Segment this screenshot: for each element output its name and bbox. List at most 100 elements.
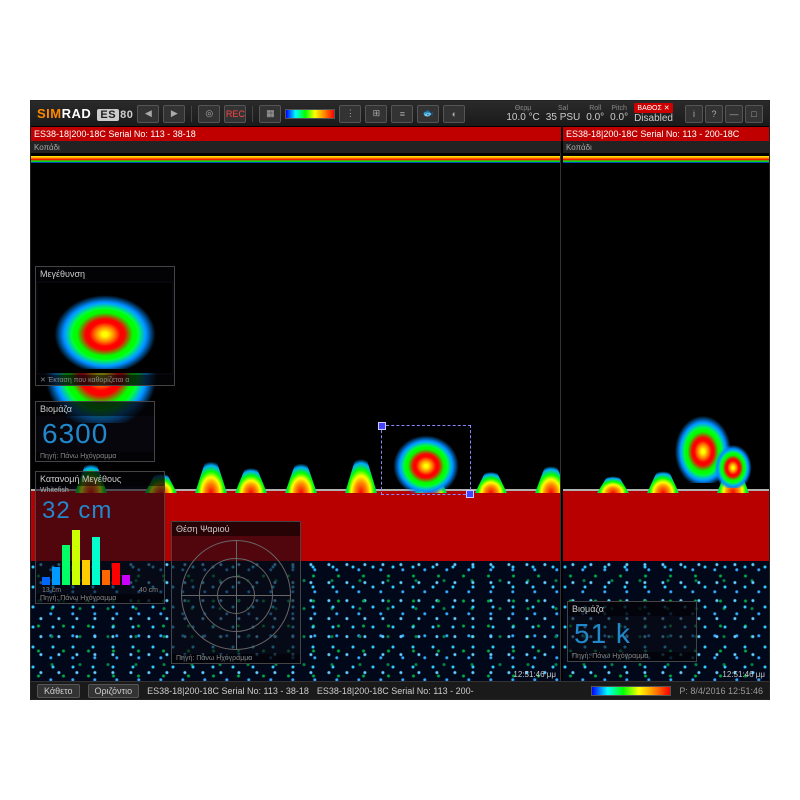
status-channel-2: ES38-18|200-18C Serial No: 113 - 200- (317, 686, 474, 696)
sizedist-axis-min: 13 cm (42, 587, 61, 594)
roll-readout: Roll 0.0° (586, 105, 604, 123)
biomass-right-value: 51 k (568, 616, 696, 652)
roll-value: 0.0° (586, 112, 604, 123)
bottom-peak (593, 467, 633, 493)
depth-value: Disabled (634, 113, 673, 124)
biomass-left-foot: Πηγή: Πάνω Ηχόγραμμα (36, 452, 154, 461)
sizedist-title: Κατανομή Μεγέθους (36, 472, 164, 486)
info-button[interactable]: i (685, 105, 703, 123)
biomass-right-foot: Πηγή: Πάνω Ηχόγραμμα (568, 652, 696, 661)
panel-left-header: ES38-18|200-18C Serial No: 113 - 38-18 (31, 127, 561, 141)
tool-button-3[interactable]: ≡ (391, 105, 413, 123)
hist-bar (52, 567, 60, 585)
target-button[interactable]: ◎ (198, 105, 220, 123)
bottom-peak (281, 447, 321, 493)
bottom-peak (471, 460, 511, 493)
pitch-readout: Pitch 0.0° (610, 105, 628, 123)
panel-right-subhead: Κοπάδι (563, 141, 770, 153)
sizedist-axis-max: 40 cm (139, 587, 158, 594)
temp-unit: °C (529, 112, 540, 123)
sizedist-axis: 13 cm 40 cm (36, 587, 164, 594)
timestamp-right: 12:51:46 μμ (722, 670, 765, 679)
readouts: Θερμ 10.0 °C Sal 35 PSU Roll 0.0° Pitch … (506, 103, 763, 124)
biomass-left-value: 6300 (36, 416, 154, 452)
fish-school (713, 443, 753, 488)
panel-left-subhead: Κοπάδι (31, 141, 561, 153)
selection-box[interactable] (381, 425, 471, 495)
sal-readout: Sal 35 PSU (546, 105, 580, 123)
sizedist-value: 32 cm (36, 495, 164, 527)
panel-right-header: ES38-18|200-18C Serial No: 113 - 200-18C (563, 127, 770, 141)
hist-bar (72, 530, 80, 585)
surface-line (563, 156, 769, 163)
surface-line (31, 156, 560, 163)
status-bar: Κάθετο Οριζόντιο ES38-18|200-18C Serial … (31, 681, 769, 699)
minimize-button[interactable]: — (725, 105, 743, 123)
separator (252, 106, 253, 122)
biomass-right-title: Βιομάζα (568, 602, 696, 616)
brand-num: 80 (120, 109, 133, 121)
sizedist-widget[interactable]: Κατανομή Μεγέθους Whitefish 32 cm 13 cm … (35, 471, 165, 604)
zoom-foot: ✕ Έκταση που καθορίζεται α (36, 375, 174, 385)
tool-button-2[interactable]: ⊞ (365, 105, 387, 123)
pitch-label: Pitch (610, 105, 628, 112)
brand-sim: SIM (37, 106, 62, 121)
window-controls: i ? — □ (685, 105, 763, 123)
nav-right-button[interactable]: ▶ (163, 105, 185, 123)
record-button[interactable]: REC (224, 105, 246, 123)
tab-vertical[interactable]: Κάθετο (37, 684, 80, 698)
nav-left-button[interactable]: ◀ (137, 105, 159, 123)
status-channel-1: ES38-18|200-18C Serial No: 113 - 38-18 (147, 686, 309, 696)
tool-button-4[interactable]: ◐ (443, 105, 465, 123)
maximize-button[interactable]: □ (745, 105, 763, 123)
hist-bar (112, 563, 120, 585)
bottom-peak (341, 440, 381, 493)
bottom-red-band (563, 491, 769, 561)
hist-bar (82, 560, 90, 585)
help-button[interactable]: ? (705, 105, 723, 123)
tab-horizontal[interactable]: Οριζόντιο (88, 684, 140, 698)
bottom-layer (563, 491, 769, 561)
grid-button[interactable]: ▦ (259, 105, 281, 123)
fish-icon[interactable]: 🐟 (417, 105, 439, 123)
sal-label: Sal (546, 105, 580, 112)
hist-bar (92, 537, 100, 585)
brand-logo: SIMRAD ES80 (37, 106, 133, 121)
biomass-left-widget[interactable]: Βιομάζα 6300 Πηγή: Πάνω Ηχόγραμμα (35, 401, 155, 462)
sal-unit: PSU (560, 112, 581, 123)
fishpos-title: Θέση Ψαριού (172, 522, 300, 536)
sizedist-species: Whitefish (36, 486, 164, 495)
toolbar: SIMRAD ES80 ◀ ▶ ◎ REC ▦ ⋮ ⊞ ≡ 🐟 ◐ Θερμ 1… (31, 101, 769, 127)
brand-es: ES (97, 109, 119, 121)
temp-value: 10.0 (506, 112, 525, 123)
fishpos-foot: Πηγή: Πάνω Ηχόγραμμα (172, 654, 300, 663)
hist-bar (62, 545, 70, 585)
depth-label: ΒΑΘΟΣ ✕ (634, 103, 673, 113)
sizedist-foot: Πηγή: Πάνω Ηχόγραμμα (36, 594, 164, 603)
separator (191, 106, 192, 122)
biomass-left-title: Βιομάζα (36, 402, 154, 416)
depth-readout: ΒΑΘΟΣ ✕ Disabled (634, 103, 673, 124)
temp-label: Θερμ (506, 105, 539, 112)
bottom-peak (531, 451, 561, 493)
sizedist-histogram (36, 527, 164, 587)
color-scale-chip[interactable] (285, 109, 335, 119)
hist-bar (42, 577, 50, 585)
status-color-scale[interactable] (591, 686, 671, 696)
roll-label: Roll (586, 105, 604, 112)
pitch-value: 0.0° (610, 112, 628, 123)
app-window: SIMRAD ES80 ◀ ▶ ◎ REC ▦ ⋮ ⊞ ≡ 🐟 ◐ Θερμ 1… (30, 100, 770, 700)
status-datetime: P: 8/4/2016 12:51:46 (679, 686, 763, 696)
zoom-image (38, 283, 172, 373)
zoom-title: Μεγέθυνση (36, 267, 174, 281)
polar-plot (181, 540, 291, 650)
temp-readout: Θερμ 10.0 °C (506, 105, 539, 123)
hist-bar (122, 575, 130, 585)
fishpos-widget[interactable]: Θέση Ψαριού Πηγή: Πάνω Ηχόγραμμα (171, 521, 301, 664)
tool-button-1[interactable]: ⋮ (339, 105, 361, 123)
bottom-peak (191, 444, 231, 493)
zoom-widget[interactable]: Μεγέθυνση ✕ Έκταση που καθορίζεται α (35, 266, 175, 386)
biomass-right-widget[interactable]: Βιομάζα 51 k Πηγή: Πάνω Ηχόγραμμα (567, 601, 697, 662)
timestamp-left: 12:51:46 μμ (513, 670, 556, 679)
hist-bar (102, 570, 110, 585)
